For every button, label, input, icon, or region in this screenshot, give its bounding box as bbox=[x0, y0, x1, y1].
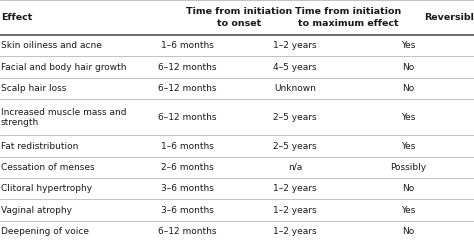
Text: n/a: n/a bbox=[288, 163, 302, 172]
Text: No: No bbox=[402, 84, 415, 93]
Bar bbox=[0, 135, 474, 157]
Bar bbox=[0, 199, 474, 221]
Text: Possibly: Possibly bbox=[391, 163, 427, 172]
Text: Yes: Yes bbox=[401, 205, 416, 214]
Text: 3–6 months: 3–6 months bbox=[161, 184, 214, 193]
Text: 1–6 months: 1–6 months bbox=[161, 142, 214, 151]
Text: 6–12 months: 6–12 months bbox=[158, 227, 217, 236]
Text: Time from initiation
to maximum effect: Time from initiation to maximum effect bbox=[295, 8, 401, 28]
Text: 2–6 months: 2–6 months bbox=[161, 163, 214, 172]
Text: 1–2 years: 1–2 years bbox=[273, 41, 317, 50]
Text: No: No bbox=[402, 227, 415, 236]
Text: Effect: Effect bbox=[1, 13, 32, 22]
Bar bbox=[0, 221, 474, 242]
Text: Clitoral hypertrophy: Clitoral hypertrophy bbox=[1, 184, 92, 193]
Bar bbox=[0, 56, 474, 78]
Text: Reversible: Reversible bbox=[425, 13, 474, 22]
Text: 6–12 months: 6–12 months bbox=[158, 113, 217, 122]
Text: 4–5 years: 4–5 years bbox=[273, 63, 317, 72]
Bar bbox=[0, 78, 474, 99]
Text: 6–12 months: 6–12 months bbox=[158, 84, 217, 93]
Text: 1–2 years: 1–2 years bbox=[273, 184, 317, 193]
Text: Yes: Yes bbox=[401, 142, 416, 151]
Text: 2–5 years: 2–5 years bbox=[273, 142, 317, 151]
Bar bbox=[0, 35, 474, 56]
Text: Facial and body hair growth: Facial and body hair growth bbox=[1, 63, 127, 72]
Text: No: No bbox=[402, 184, 415, 193]
Text: Skin oiliness and acne: Skin oiliness and acne bbox=[1, 41, 102, 50]
Text: Scalp hair loss: Scalp hair loss bbox=[1, 84, 66, 93]
Text: Fat redistribution: Fat redistribution bbox=[1, 142, 78, 151]
Bar bbox=[0, 0, 474, 35]
Text: 1–6 months: 1–6 months bbox=[161, 41, 214, 50]
Text: 1–2 years: 1–2 years bbox=[273, 227, 317, 236]
Text: Deepening of voice: Deepening of voice bbox=[1, 227, 89, 236]
Bar bbox=[0, 178, 474, 199]
Text: Unknown: Unknown bbox=[274, 84, 316, 93]
Text: Increased muscle mass and
strength: Increased muscle mass and strength bbox=[1, 107, 127, 127]
Bar bbox=[0, 157, 474, 178]
Text: Time from initiation
to onset: Time from initiation to onset bbox=[186, 8, 292, 28]
Text: 2–5 years: 2–5 years bbox=[273, 113, 317, 122]
Text: 3–6 months: 3–6 months bbox=[161, 205, 214, 214]
Text: Cessation of menses: Cessation of menses bbox=[1, 163, 95, 172]
Text: Yes: Yes bbox=[401, 113, 416, 122]
Text: Yes: Yes bbox=[401, 41, 416, 50]
Text: 6–12 months: 6–12 months bbox=[158, 63, 217, 72]
Text: 1–2 years: 1–2 years bbox=[273, 205, 317, 214]
Bar bbox=[0, 99, 474, 135]
Text: Vaginal atrophy: Vaginal atrophy bbox=[1, 205, 72, 214]
Text: No: No bbox=[402, 63, 415, 72]
